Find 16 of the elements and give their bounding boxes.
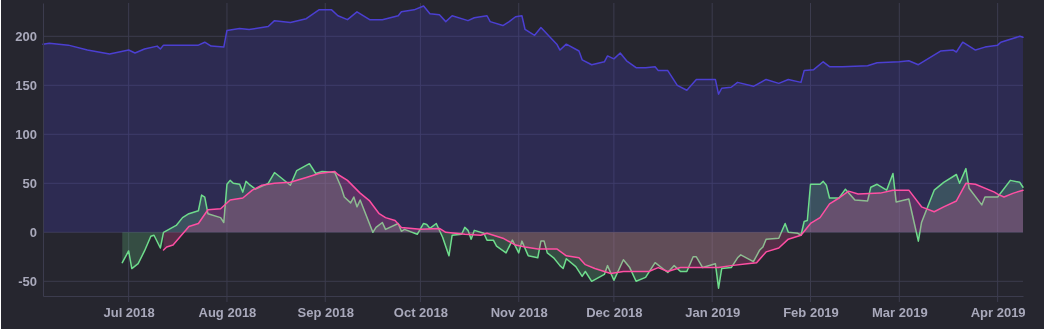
x-tick-label: Jan 2019 <box>685 305 741 321</box>
x-tick-label: Nov 2018 <box>490 305 548 321</box>
y-tick-label: 100 <box>15 126 37 142</box>
x-tick-label: Jul 2018 <box>103 305 155 321</box>
y-tick-label: 200 <box>15 28 37 44</box>
x-tick-label: Dec 2018 <box>586 305 643 321</box>
y-tick-label: 0 <box>29 224 37 240</box>
y-tick-label: -50 <box>18 273 37 289</box>
y-tick-label: 50 <box>22 175 37 191</box>
y-tick-label: 150 <box>15 77 37 93</box>
x-tick-label: Sep 2018 <box>297 305 354 321</box>
x-tick-label: Mar 2019 <box>871 305 928 321</box>
x-tick-label: Feb 2019 <box>783 305 839 321</box>
x-tick-label: Oct 2018 <box>393 305 449 321</box>
x-tick-label: Aug 2018 <box>198 305 257 321</box>
x-tick-label: Apr 2019 <box>970 305 1026 321</box>
